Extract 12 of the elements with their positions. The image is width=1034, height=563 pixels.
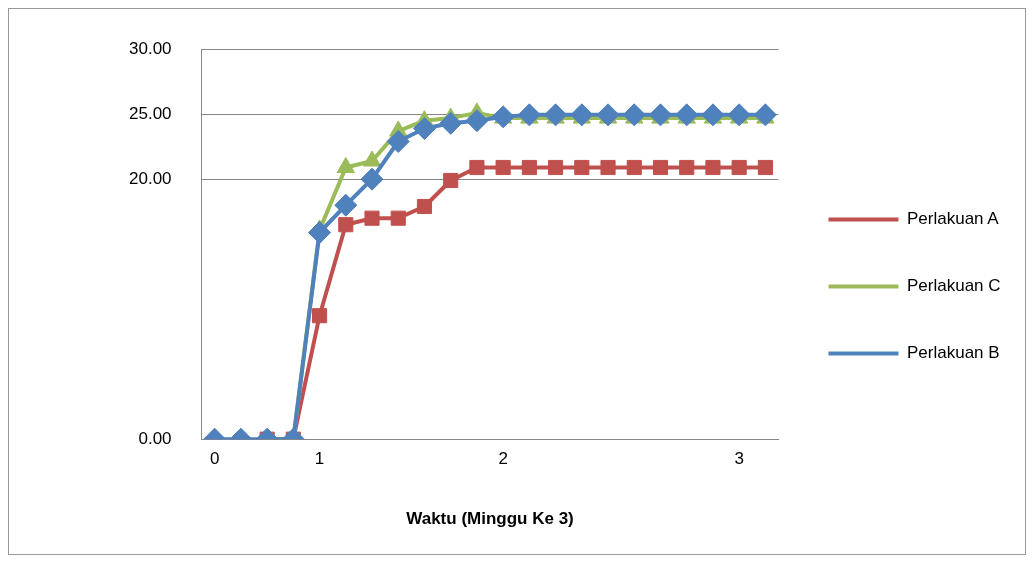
y-tick-label: 20.00 — [128, 168, 172, 188]
y-tick-label: 0.00 — [138, 428, 172, 448]
y-tick-label: 25.00 — [128, 103, 172, 123]
legend-label: Perlakuan A — [907, 209, 1000, 229]
x-tick-label: 0 — [209, 449, 220, 469]
legend-label: Perlakuan B — [907, 343, 1000, 363]
x-axis-title: Waktu (Minggu Ke 3) — [406, 509, 574, 529]
legend-label: Perlakuan C — [907, 276, 1001, 296]
x-tick-label: 2 — [498, 449, 508, 469]
x-tick-label: 3 — [734, 449, 744, 469]
y-tick-label: 30.00 — [128, 38, 172, 58]
x-tick-label: 1 — [314, 449, 325, 469]
